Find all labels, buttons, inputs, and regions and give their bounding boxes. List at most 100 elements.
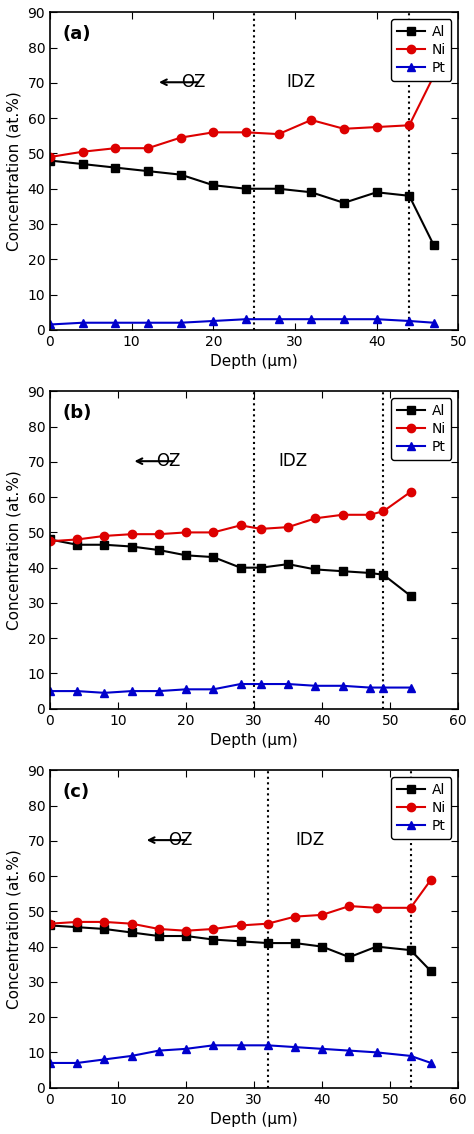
Al [341, 196, 347, 210]
Pt [178, 316, 183, 330]
Pt [408, 1049, 413, 1063]
Al [431, 238, 437, 252]
Al [210, 933, 216, 947]
Ni [276, 127, 282, 141]
Pt [340, 679, 346, 693]
Al [374, 186, 379, 200]
Pt [258, 677, 264, 691]
Pt [312, 679, 318, 693]
Pt [210, 1039, 216, 1052]
Al [285, 557, 291, 570]
Al [381, 568, 386, 582]
Pt [346, 1043, 352, 1057]
Al [80, 158, 85, 171]
Pt [156, 684, 162, 697]
Line: Ni: Ni [46, 71, 438, 161]
Text: (c): (c) [62, 782, 90, 801]
Ni [406, 118, 412, 132]
Pt [408, 680, 413, 694]
Line: Al: Al [46, 921, 435, 975]
Al [183, 929, 189, 942]
Ni [178, 130, 183, 144]
Al [312, 562, 318, 576]
Ni [408, 485, 413, 499]
Line: Ni: Ni [46, 875, 435, 934]
Y-axis label: Concentration (at.%): Concentration (at.%) [7, 91, 22, 251]
Al [112, 161, 118, 175]
Ni [210, 126, 216, 139]
Al [408, 943, 413, 957]
Ni [374, 902, 379, 915]
Al [265, 937, 271, 950]
Ni [156, 527, 162, 541]
Ni [265, 917, 271, 931]
Al [101, 538, 107, 551]
Ni [374, 120, 379, 134]
Ni [145, 142, 151, 155]
Ni [285, 521, 291, 534]
Text: OZ: OZ [156, 452, 181, 471]
Ni [258, 522, 264, 535]
Al [156, 543, 162, 557]
Al [408, 589, 413, 602]
Line: Pt: Pt [46, 1041, 435, 1067]
Pt [406, 314, 412, 328]
Al [183, 549, 189, 562]
Pt [309, 312, 314, 325]
Pt [74, 684, 80, 697]
Pt [319, 1042, 325, 1056]
Al [74, 538, 80, 551]
Al [406, 189, 412, 203]
Ni [74, 915, 80, 929]
Al [428, 965, 434, 979]
Ni [312, 511, 318, 525]
Ni [408, 902, 413, 915]
Pt [183, 683, 189, 696]
Pt [237, 1039, 243, 1052]
Al [237, 934, 243, 948]
Ni [431, 69, 437, 83]
Al [243, 181, 249, 195]
Ni [367, 508, 373, 522]
Pt [47, 684, 53, 697]
Pt [80, 316, 85, 330]
Al [237, 561, 243, 575]
Line: Ni: Ni [46, 488, 415, 545]
Al [340, 565, 346, 578]
Pt [276, 312, 282, 325]
Al [178, 168, 183, 181]
Al [156, 929, 162, 942]
Ni [80, 145, 85, 159]
Text: (a): (a) [62, 25, 91, 43]
Line: Pt: Pt [46, 680, 415, 697]
Text: (b): (b) [62, 404, 91, 422]
Text: IDZ: IDZ [295, 831, 324, 849]
Line: Al: Al [46, 535, 415, 600]
Pt [47, 1056, 53, 1069]
Ni [129, 527, 135, 541]
Y-axis label: Concentration (at.%): Concentration (at.%) [7, 471, 22, 629]
Legend: Al, Ni, Pt: Al, Ni, Pt [391, 398, 451, 459]
Al [309, 186, 314, 200]
Y-axis label: Concentration (at.%): Concentration (at.%) [7, 849, 22, 1009]
Pt [265, 1039, 271, 1052]
Pt [381, 680, 386, 694]
Pt [129, 1049, 135, 1063]
Pt [367, 680, 373, 694]
X-axis label: Depth (μm): Depth (μm) [210, 354, 298, 370]
Text: IDZ: IDZ [279, 452, 308, 471]
Al [346, 950, 352, 964]
Pt [145, 316, 151, 330]
Ni [101, 530, 107, 543]
Ni [341, 122, 347, 136]
Ni [183, 924, 189, 938]
Al [129, 925, 135, 939]
Al [74, 921, 80, 934]
Line: Pt: Pt [46, 315, 438, 329]
Ni [292, 909, 298, 923]
Pt [431, 316, 437, 330]
Pt [292, 1040, 298, 1053]
Ni [47, 534, 53, 548]
Pt [47, 318, 53, 331]
Pt [341, 312, 347, 325]
